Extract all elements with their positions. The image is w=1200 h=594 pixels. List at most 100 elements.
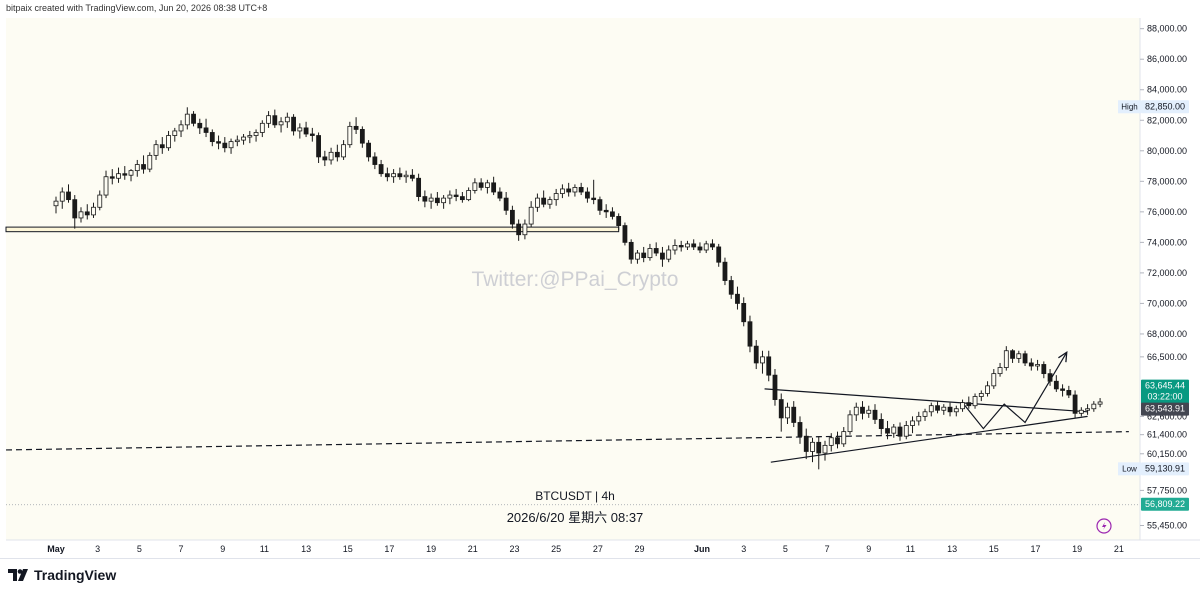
candle-body [484, 182, 490, 188]
candle [97, 190, 103, 211]
price-axis[interactable]: 88,000.00 86,000.00 84,000.00 82,000.00 80,0… [1140, 24, 1187, 531]
candle [422, 190, 428, 208]
support-price-tag-bg [1141, 497, 1189, 511]
candle-body [472, 182, 478, 191]
candle-body [1085, 408, 1090, 411]
candle-body [291, 116, 296, 132]
candle [622, 222, 628, 246]
candle-body [116, 173, 121, 179]
candle [378, 159, 384, 177]
candle-body [316, 135, 321, 158]
candle-body [841, 431, 847, 445]
candle [247, 130, 253, 144]
candle-body [928, 405, 934, 413]
price-tags: 82,850.00 High 59,130.91 Low 63,645.4403:22:… [6, 100, 1189, 511]
chart-area[interactable]: Twitter:@PPai_Crypto BTCUSDT | 4h 2026/6… [0, 16, 1200, 558]
candle [503, 192, 509, 215]
candle-body [735, 293, 740, 304]
candle [53, 196, 59, 214]
candle [291, 114, 296, 136]
candle [860, 401, 865, 420]
candle-body [491, 182, 497, 193]
candle [991, 369, 997, 389]
candle-body [166, 135, 171, 149]
candle [516, 219, 522, 241]
low-price-tag-bg [1141, 462, 1189, 476]
candle-body [322, 156, 328, 161]
candle [1035, 359, 1040, 371]
candle-body [997, 367, 1003, 375]
candle-body [266, 115, 271, 124]
time-tick-label: 19 [1072, 544, 1082, 554]
candle [103, 170, 109, 199]
candle [284, 112, 290, 128]
price-tick-label: 84,000.00 [1147, 85, 1187, 95]
candle [1016, 350, 1022, 363]
candle-body [910, 420, 915, 426]
candle-body [391, 173, 397, 178]
candle [266, 111, 271, 128]
lightning-icon[interactable] [1096, 518, 1112, 534]
candlestick-chart[interactable]: Twitter:@PPai_Crypto BTCUSDT | 4h 2026/6… [0, 16, 1200, 558]
candle-body [853, 406, 859, 416]
candle-body [1047, 373, 1053, 382]
candle-body [84, 211, 90, 216]
candle [685, 240, 690, 250]
time-axis-background[interactable] [6, 540, 1200, 558]
candle-body [797, 422, 803, 437]
watermark: Twitter:@PPai_Crypto [472, 268, 679, 291]
candle [547, 196, 553, 209]
time-axis[interactable]: May 3 5 7 9 11 13 15 17 19 21 23 25 27 29 Jun 3 5 7 9 11 13 15… [47, 544, 1124, 554]
candle [866, 405, 872, 418]
candle [997, 362, 1003, 377]
candle-body [378, 164, 384, 175]
candle-body [1022, 353, 1028, 364]
candle-body [184, 113, 190, 126]
candle [891, 424, 897, 438]
candle-body [234, 139, 240, 143]
candle-body [416, 177, 422, 197]
candle [928, 402, 934, 417]
candle [603, 204, 609, 218]
candle [647, 243, 653, 261]
candle-body [560, 188, 565, 194]
candle [297, 123, 303, 139]
candle [903, 420, 909, 440]
time-tick-label: 27 [593, 544, 603, 554]
candle-body [1066, 390, 1072, 396]
candle-body [409, 174, 415, 179]
price-tick-label: 88,000.00 [1147, 24, 1187, 34]
plot-background [6, 18, 1140, 540]
price-axis-background[interactable] [1140, 18, 1200, 540]
candle [191, 111, 196, 127]
candle-body [953, 408, 959, 413]
candle [59, 187, 65, 209]
candle [347, 121, 353, 148]
candle-body [147, 154, 153, 170]
tradingview-logo[interactable]: TradingView [8, 567, 116, 583]
candle [434, 192, 440, 206]
candle [835, 431, 840, 449]
candle-body [747, 321, 753, 347]
candle-body [272, 115, 278, 126]
candle-body [434, 197, 440, 204]
candle-body [647, 248, 653, 259]
support-price-tag: 56,809.22 [1141, 497, 1189, 511]
candle [953, 405, 959, 417]
candle [641, 246, 647, 263]
time-tick-label: 7 [825, 544, 830, 554]
candle-body [622, 225, 628, 243]
candle [1003, 346, 1009, 371]
candle [1097, 398, 1103, 408]
candle-body [535, 197, 540, 208]
candle-body [228, 141, 234, 149]
candle [1085, 404, 1090, 415]
candle-body [585, 191, 590, 199]
candle [747, 315, 753, 353]
low-price-tag: 59,130.91 Low [1118, 462, 1189, 476]
candle [947, 402, 953, 417]
candle [610, 207, 615, 220]
candle [116, 167, 121, 183]
candle [966, 396, 972, 409]
candle-body [241, 136, 246, 141]
